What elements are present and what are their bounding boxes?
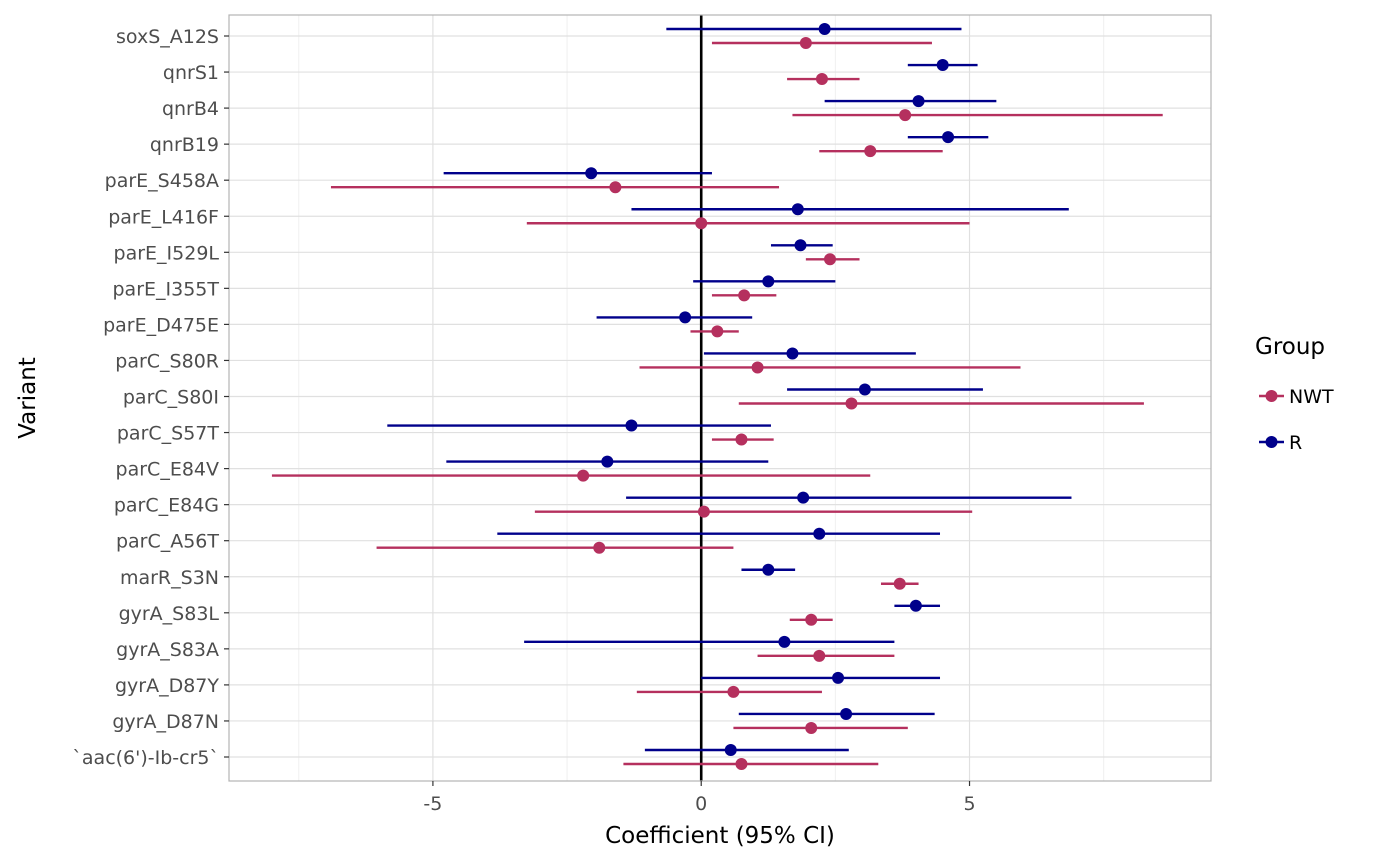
panel-border	[228, 14, 1212, 782]
data-marks	[271, 23, 1163, 770]
estimate-point-nwt	[593, 541, 606, 554]
y-tick-label: parC_E84G	[114, 495, 219, 517]
y-tick-label: parC_S80I	[123, 387, 219, 409]
legend-key-r: R	[1259, 432, 1302, 454]
estimate-point-nwt	[577, 469, 590, 482]
estimate-point-nwt	[609, 181, 622, 194]
panel-background	[229, 15, 1211, 781]
estimate-point-r	[778, 635, 791, 648]
estimate-point-r	[762, 275, 775, 288]
estimate-point-nwt	[695, 217, 708, 230]
y-tick-label: `aac(6')-Ib-cr5`	[72, 747, 219, 769]
estimate-point-r	[724, 744, 737, 756]
legend-label: R	[1289, 432, 1302, 454]
y-tick-label: qnrB4	[162, 98, 219, 120]
estimate-point-r	[762, 563, 775, 576]
estimate-point-r	[912, 95, 925, 108]
y-tick-label: parC_S80R	[115, 350, 219, 372]
y-tick-label: qnrB19	[150, 134, 219, 156]
legend-keys: NWT R	[1259, 386, 1334, 454]
legend-key-point	[1265, 390, 1278, 402]
y-tick-label: gyrA_D87N	[112, 711, 219, 733]
estimate-point-nwt	[899, 109, 912, 122]
estimate-point-r	[936, 59, 949, 72]
estimate-point-nwt	[805, 613, 818, 626]
x-tick-label: 5	[963, 793, 975, 815]
x-axis-ticks: -5 0 5	[423, 781, 976, 815]
y-tick-label: gyrA_D87Y	[115, 675, 219, 697]
estimate-point-r	[786, 347, 799, 360]
y-tick-label: gyrA_S83L	[119, 603, 220, 625]
estimate-point-r	[942, 131, 955, 144]
estimate-point-nwt	[735, 758, 748, 770]
x-tick-label: 0	[695, 793, 707, 815]
estimate-point-nwt	[738, 289, 751, 302]
y-tick-label: soxS_A12S	[116, 26, 219, 48]
estimate-point-r	[585, 167, 598, 180]
estimate-point-nwt	[824, 253, 837, 266]
estimate-point-r	[797, 491, 810, 504]
estimate-point-nwt	[727, 685, 740, 698]
legend-label: NWT	[1289, 386, 1334, 408]
y-tick-label: parE_L416F	[108, 206, 219, 228]
legend-title: Group	[1255, 334, 1325, 360]
y-tick-label: parE_I355T	[113, 278, 220, 300]
estimate-point-r	[909, 599, 922, 612]
estimate-point-r	[601, 455, 614, 468]
estimate-point-nwt	[805, 721, 818, 734]
series-nwt	[271, 37, 1163, 770]
y-tick-label: marR_S3N	[120, 567, 219, 589]
y-tick-label: parE_D475E	[103, 314, 219, 336]
y-tick-label: parE_S458A	[105, 170, 219, 192]
estimate-point-r	[679, 311, 692, 324]
estimate-point-nwt	[864, 145, 877, 158]
estimate-point-nwt	[751, 361, 764, 374]
x-tick-label: -5	[423, 793, 442, 815]
y-tick-label: parC_S57T	[117, 423, 220, 445]
estimate-point-r	[858, 383, 871, 396]
y-tick-label: parC_E84V	[116, 459, 219, 481]
estimate-point-nwt	[799, 37, 812, 49]
estimate-point-nwt	[735, 433, 748, 446]
y-tick-label: gyrA_S83A	[116, 639, 219, 661]
estimate-point-r	[813, 527, 826, 540]
estimate-point-nwt	[711, 325, 724, 338]
y-axis-title: Variant	[15, 357, 41, 439]
legend-key-nwt: NWT	[1259, 386, 1334, 408]
estimate-point-r	[818, 23, 831, 35]
estimate-point-r	[791, 203, 804, 216]
estimate-point-r	[832, 671, 845, 684]
estimate-point-nwt	[815, 73, 828, 86]
legend: Group NWT R	[1255, 334, 1334, 454]
estimate-point-nwt	[697, 505, 710, 518]
estimate-point-r	[840, 707, 853, 720]
legend-key-point	[1265, 436, 1278, 448]
estimate-point-r	[625, 419, 638, 432]
estimate-point-nwt	[813, 649, 826, 662]
y-tick-label: parC_A56T	[116, 531, 219, 553]
estimate-point-nwt	[893, 577, 906, 590]
x-axis-title: Coefficient (95% CI)	[605, 823, 835, 849]
series-r	[387, 23, 1072, 756]
y-axis-ticks: soxS_A12S qnrS1 qnrB4 qnrB19 parE_S458A parE_…	[72, 26, 229, 769]
estimate-point-r	[794, 239, 807, 252]
y-tick-label: parE_I529L	[114, 242, 220, 264]
estimate-point-nwt	[845, 397, 858, 410]
y-tick-label: qnrS1	[163, 62, 219, 84]
